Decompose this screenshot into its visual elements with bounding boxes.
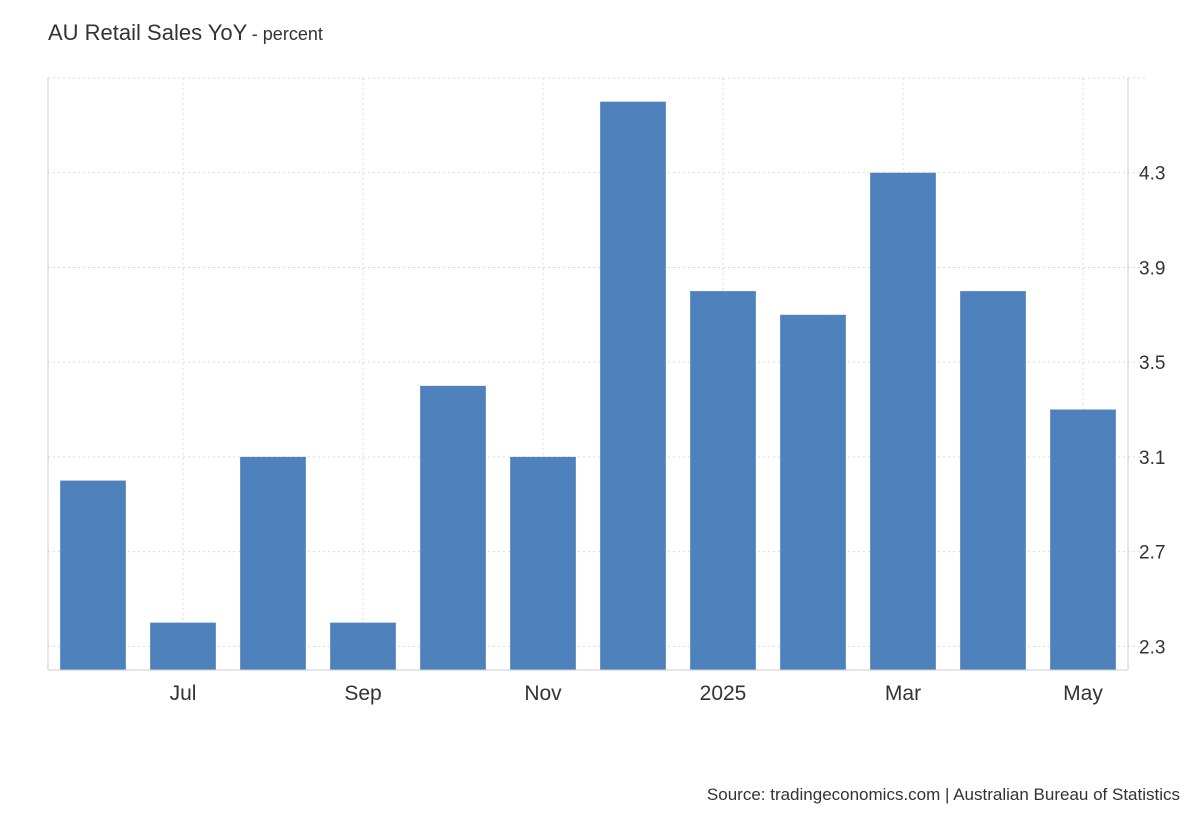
chart-unit-text: percent [262, 24, 323, 44]
chart-title: AU Retail Sales YoY - percent [48, 20, 323, 46]
y-tick-label: 3.1 [1139, 448, 1165, 469]
x-tick-label: May [1063, 682, 1103, 705]
bar [1050, 409, 1116, 670]
y-tick-label: 2.7 [1139, 543, 1165, 564]
chart-title-text: AU Retail Sales YoY [48, 20, 248, 45]
bar [150, 622, 216, 670]
bar [600, 101, 666, 671]
x-tick-label: Mar [885, 682, 921, 705]
x-tick-label: Sep [344, 682, 381, 705]
y-tick-label: 3.9 [1139, 258, 1165, 279]
bar [690, 291, 756, 670]
bar [870, 172, 936, 670]
axes [47, 78, 1129, 671]
bar [510, 456, 576, 670]
bar [960, 291, 1026, 670]
bar [240, 456, 306, 670]
x-tick-label: Jul [170, 682, 197, 705]
source-note: Source: tradingeconomics.com | Australia… [706, 785, 1180, 804]
bar [330, 622, 396, 670]
x-tick-label: Nov [524, 682, 562, 705]
x-tick-label: 2025 [700, 682, 747, 705]
chart-unit: - percent [251, 24, 323, 44]
y-tick-label: 2.3 [1139, 637, 1165, 658]
y-axis-ticks: 2.3 2.7 3.1 3.5 3.9 4.3 [1139, 164, 1165, 659]
x-axis-ticks: Jul Sep Nov 2025 Mar May [170, 682, 1104, 705]
bars [60, 101, 1116, 671]
y-tick-label: 4.3 [1139, 164, 1165, 185]
bar [60, 480, 126, 670]
bar [780, 314, 846, 670]
y-tick-label: 3.5 [1139, 353, 1165, 374]
bar [420, 385, 486, 670]
